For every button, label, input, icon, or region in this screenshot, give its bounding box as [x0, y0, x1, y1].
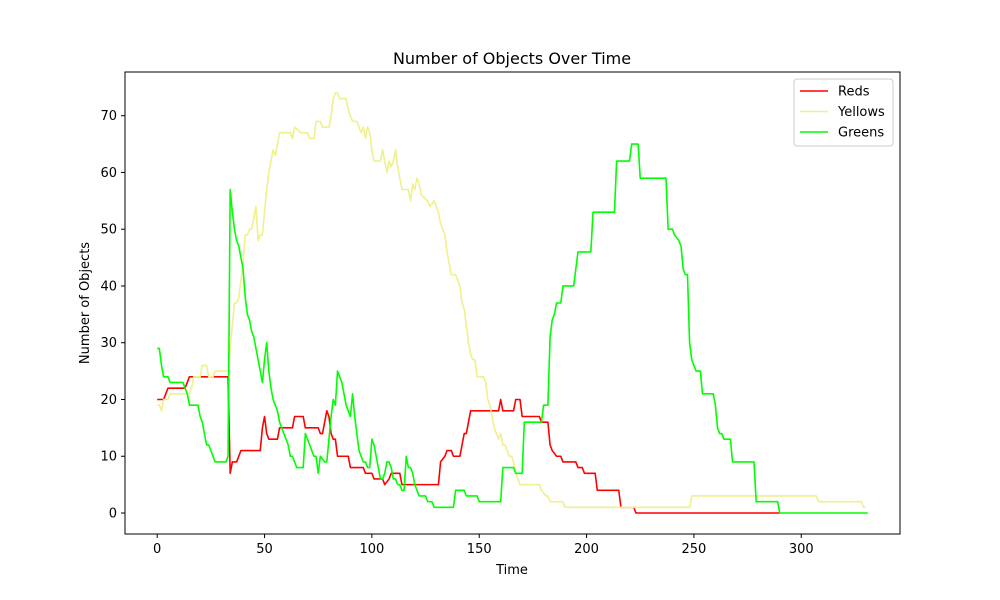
y-tick-label: 10	[100, 450, 117, 465]
x-tick-label: 250	[681, 542, 706, 557]
y-tick-label: 50	[100, 223, 117, 238]
legend-label-greens: Greens	[838, 126, 884, 141]
plot-frame	[124, 71, 901, 535]
x-tick-label: 100	[359, 542, 384, 557]
plot-lines	[157, 92, 868, 514]
legend-label-reds: Reds	[838, 85, 870, 100]
legend: Reds Yellows Greens	[793, 78, 894, 147]
y-tick-label: 30	[100, 336, 117, 351]
x-tick-label: 50	[256, 542, 273, 557]
x-tick-label: 150	[467, 542, 492, 557]
x-tick-label: 0	[153, 542, 161, 557]
series-line-yellows	[157, 92, 866, 509]
y-axis: 0 10 20 30 40 50 60 70	[100, 109, 125, 522]
y-tick-label: 0	[109, 507, 117, 522]
y-tick-label: 40	[100, 279, 117, 294]
legend-label-yellows: Yellows	[837, 105, 885, 120]
legend-box	[793, 78, 894, 147]
series-line-greens	[157, 143, 868, 514]
x-tick-label: 300	[789, 542, 814, 557]
x-axis: 0 50 100 150 200 250 300	[153, 534, 814, 557]
y-tick-label: 70	[100, 109, 117, 124]
y-tick-label: 20	[100, 393, 117, 408]
chart-title: Number of Objects Over Time	[393, 49, 631, 68]
y-axis-title: Number of Objects	[78, 242, 93, 364]
series-line-reds	[157, 375, 780, 514]
y-tick-label: 60	[100, 166, 117, 181]
x-axis-title: Time	[495, 563, 528, 578]
x-tick-label: 200	[574, 542, 599, 557]
